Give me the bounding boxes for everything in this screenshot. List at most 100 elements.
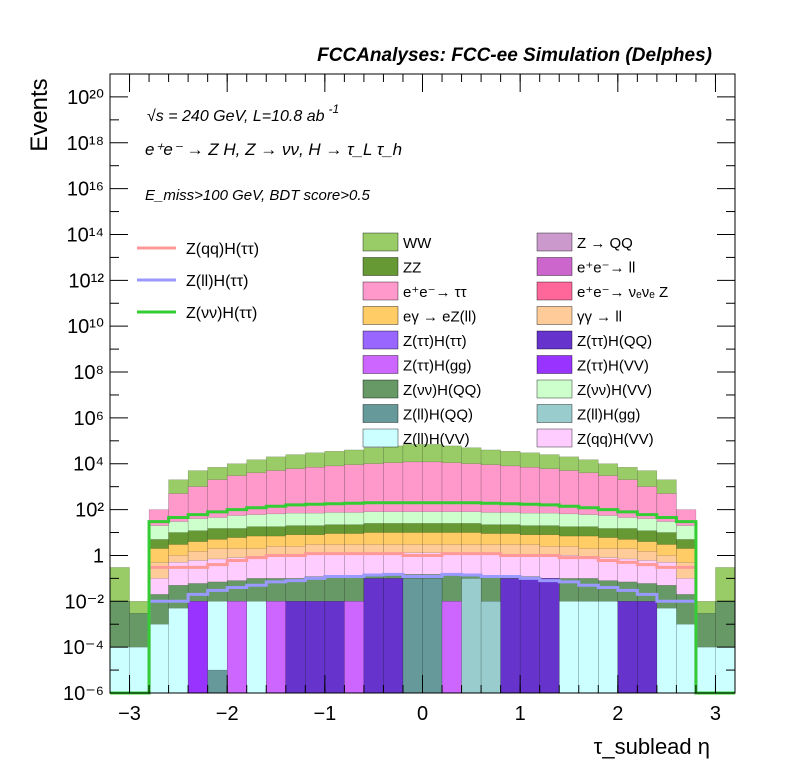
legend-swatch xyxy=(536,330,573,350)
legend-signal-label: Z(νν)H(ττ) xyxy=(186,305,257,322)
block-bar xyxy=(422,578,443,694)
bar-ZllHVV xyxy=(656,607,677,694)
block-bar xyxy=(480,601,501,694)
legend-label: Z(ττ)H(VV) xyxy=(577,358,649,375)
legend-label: Z(νν)H(QQ) xyxy=(403,382,481,399)
y-axis-label: Events xyxy=(26,78,53,151)
legend-swatch xyxy=(362,428,399,448)
legend-label: Z(νν)H(VV) xyxy=(577,382,652,399)
block-bar xyxy=(500,578,521,694)
x-axis-label: τ_sublead η xyxy=(594,734,710,759)
y-tick-label: 10⁻⁶ xyxy=(63,683,104,705)
legend-swatch xyxy=(536,232,573,252)
legend-label: γγ → ll xyxy=(577,309,622,326)
legend-label: Z(ll)H(gg) xyxy=(577,407,640,424)
legend-label: Z(ττ)H(ττ) xyxy=(403,333,467,350)
legend-swatch xyxy=(536,404,573,423)
axis-ticks: −3 −2 −1 0 1 2 3 10⁻⁶ 10⁻⁴ 10⁻² 1 10² 10⁴ 10⁶ 10⁸ 10¹⁰ 1… xyxy=(63,73,736,725)
legend-swatch xyxy=(362,379,399,399)
legend-swatch xyxy=(536,281,573,301)
bar-ZllHVV xyxy=(246,601,267,694)
legend-swatch xyxy=(362,281,399,301)
legend-swatch xyxy=(536,428,573,448)
x-tick-label: 1 xyxy=(515,703,526,725)
legend-label: Z(ll)H(VV) xyxy=(403,431,470,448)
y-tick-label: 10² xyxy=(75,500,104,522)
bar-ZllHVV xyxy=(168,607,189,694)
legend-swatch xyxy=(536,355,573,374)
legend-label: e⁺e⁻→ ττ xyxy=(403,284,467,301)
legend-swatch xyxy=(362,355,399,374)
block-bar xyxy=(266,601,286,694)
block-bar xyxy=(617,601,638,694)
block-bar xyxy=(598,601,619,694)
legend-swatch xyxy=(362,404,399,423)
signal-line xyxy=(110,552,735,695)
legend-label: Z(ττ)H(QQ) xyxy=(577,333,652,350)
bar-ZllHVV xyxy=(148,624,169,694)
chart-title: FCCAnalyses: FCC-ee Simulation (Delphes) xyxy=(317,45,712,66)
signal-line xyxy=(110,572,735,695)
block-bar xyxy=(363,578,384,694)
legend-label: e⁺e⁻→ νₑνₑ Z xyxy=(577,284,668,301)
legend-label: ZZ xyxy=(403,260,421,277)
bar-ZllHVV xyxy=(676,624,697,694)
x-tick-label: 3 xyxy=(710,703,721,725)
block-bar xyxy=(519,578,540,694)
legend-swatch xyxy=(362,330,399,350)
process-annotation: e⁺e⁻ → Z H, Z → νν, H → τ_L τ_h xyxy=(145,140,402,159)
bar-ZllHVV xyxy=(129,646,150,694)
block-bar xyxy=(344,601,365,694)
y-tick-label: 10¹² xyxy=(68,270,104,292)
cuts-annotation: E_miss>100 GeV, BDT score>0.5 xyxy=(145,187,370,204)
y-tick-label: 10⁻⁴ xyxy=(63,637,104,659)
y-tick-label: 10¹⁰ xyxy=(67,316,104,338)
x-tick-label: 0 xyxy=(417,703,428,725)
legend-swatch xyxy=(536,379,573,399)
block-bar xyxy=(637,601,658,694)
x-tick-label: −2 xyxy=(216,703,239,725)
signal-line xyxy=(110,501,735,695)
legend-swatch xyxy=(362,306,399,325)
y-tick-label: 10¹⁶ xyxy=(67,179,104,201)
block-bar xyxy=(461,578,482,694)
legend-swatch xyxy=(536,257,573,276)
y-tick-label: 10⁻² xyxy=(65,591,105,613)
block-bar xyxy=(226,601,247,694)
x-tick-label: −3 xyxy=(118,703,141,725)
y-tick-label: 10¹⁸ xyxy=(67,133,104,155)
legend-swatch xyxy=(362,232,399,252)
block-bar xyxy=(539,578,560,694)
block-bar xyxy=(402,578,423,694)
y-tick-label: 10⁴ xyxy=(73,454,104,476)
energy-annotation: √s = 240 GeV, L=10.8 ab -1 xyxy=(147,102,339,125)
legend-label: e⁺e⁻→ ll xyxy=(577,260,635,277)
y-tick-label: 10⁶ xyxy=(74,408,104,430)
low-bin-blocks xyxy=(187,578,658,694)
legend-label: eγ → eZ(ll) xyxy=(403,309,476,326)
legend-label: Z → QQ xyxy=(577,235,633,252)
legend-swatch xyxy=(536,306,573,325)
legend-label: Z(ττ)H(gg) xyxy=(403,358,472,375)
signal-curves xyxy=(110,501,735,695)
y-tick-label: 10⁸ xyxy=(73,362,104,384)
legend-signal-label: Z(ll)H(ττ) xyxy=(186,273,248,290)
legend: Z(qq)H(ττ) Z(ll)H(ττ) Z(νν)H(ττ) WW Z → QQ ZZ… xyxy=(137,232,668,448)
block-bar xyxy=(285,601,306,694)
block-bar xyxy=(305,601,326,694)
bar-ZllHVV xyxy=(559,601,579,694)
legend-label: WW xyxy=(403,235,432,252)
x-tick-label: 2 xyxy=(612,703,623,725)
legend-swatch xyxy=(362,257,399,276)
block-bar xyxy=(324,601,345,694)
block-bar xyxy=(578,601,599,694)
legend-signal-label: Z(qq)H(ττ) xyxy=(186,241,259,258)
y-tick-label: 1 xyxy=(93,545,104,567)
block-bar xyxy=(383,578,404,694)
block-bar xyxy=(441,601,462,694)
bar-ZllHVV xyxy=(695,646,716,694)
legend-label: Z(qq)H(VV) xyxy=(577,431,654,448)
block-bar xyxy=(207,669,228,694)
x-tick-label: −1 xyxy=(313,703,336,725)
